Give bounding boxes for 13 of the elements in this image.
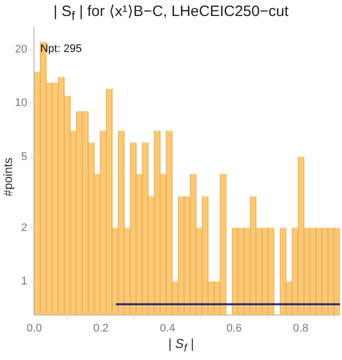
x-axis-title: | S$_{f}$ | [167,336,195,355]
x-tick-label: 0.6 [226,322,242,334]
y-tick-label: 1 [21,275,28,288]
y-tick-label: 20 [14,43,28,56]
x-tick-label: 0.8 [293,322,308,334]
x-tick-label: 0.0 [26,322,42,334]
y-tick-label: 10 [14,97,28,110]
chart-title: | S$_{f}$ | for ⟨x¹⟩B−C, LHeCEIC250−cut [52,2,290,23]
y-tick-label: 2 [21,222,28,234]
x-tick-label: 0.4 [160,322,176,334]
y-tick-label: 5 [21,150,28,163]
x-tick-label: 0.2 [93,322,108,334]
y-axis-title: #points [1,156,15,198]
